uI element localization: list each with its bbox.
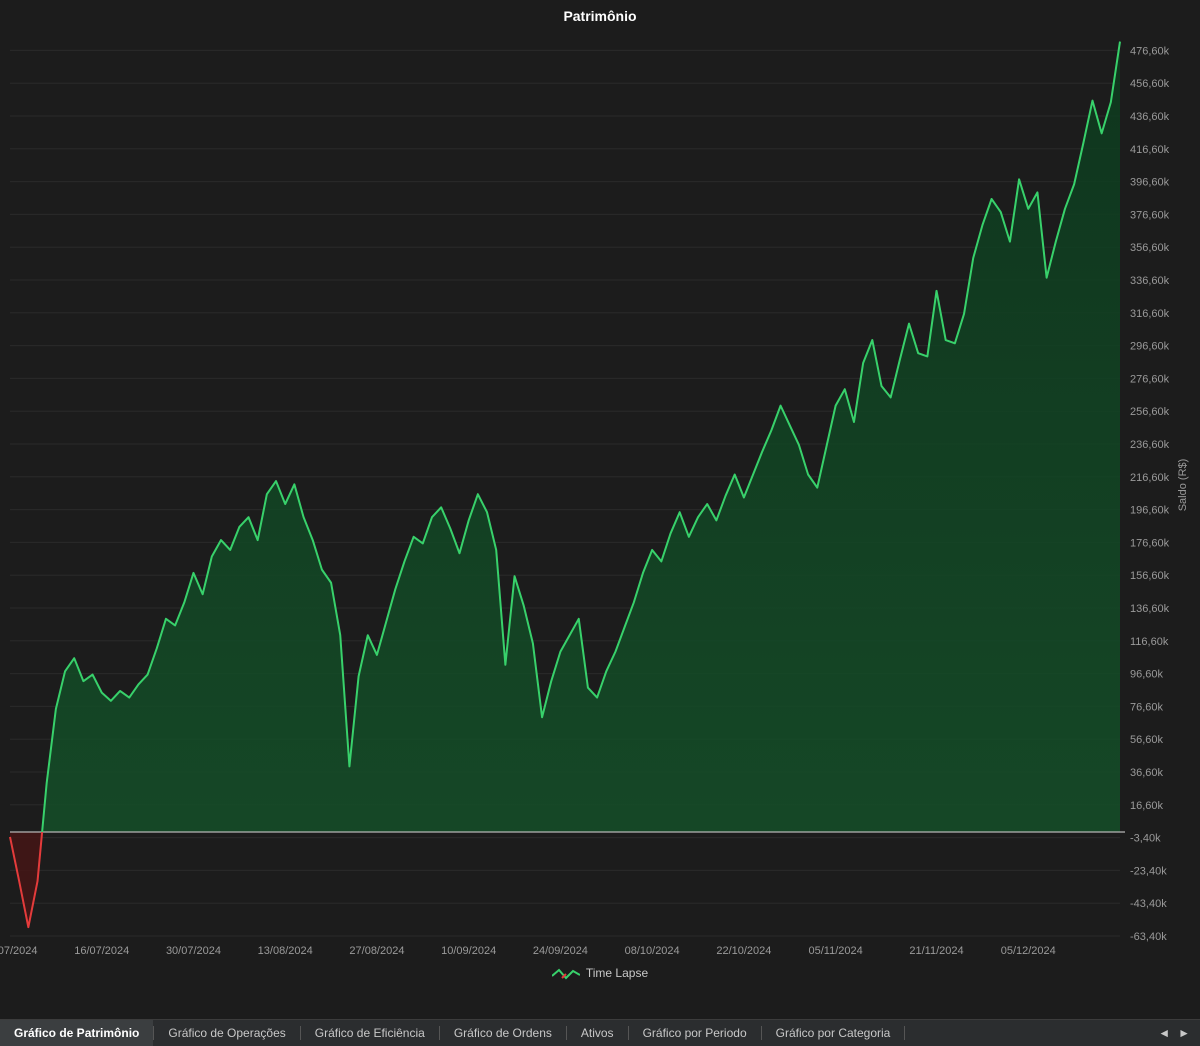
equity-chart: 476,60k 456,60k 436,60k 416,60k 396,60k 376,6… [0, 28, 1200, 998]
svg-text:216,60k: 216,60k [1130, 472, 1170, 484]
svg-text:22/10/2024: 22/10/2024 [716, 945, 771, 957]
svg-text:-43,40k: -43,40k [1130, 898, 1167, 910]
tab-bar: Gráfico de PatrimônioGráfico de Operaçõe… [0, 1019, 1200, 1046]
svg-text:-63,40k: -63,40k [1130, 931, 1167, 943]
svg-text:05/12/2024: 05/12/2024 [1001, 945, 1056, 957]
svg-text:396,60k: 396,60k [1130, 177, 1170, 189]
svg-text:276,60k: 276,60k [1130, 373, 1170, 385]
tab-gr-fico-por-categoria[interactable]: Gráfico por Categoria [762, 1020, 905, 1046]
svg-text:08/10/2024: 08/10/2024 [625, 945, 680, 957]
svg-text:236,60k: 236,60k [1130, 439, 1170, 451]
chart-title: Patrimônio [0, 0, 1200, 28]
svg-text:296,60k: 296,60k [1130, 341, 1170, 353]
svg-text:316,60k: 316,60k [1130, 308, 1170, 320]
svg-text:336,60k: 336,60k [1130, 275, 1170, 287]
svg-text:116,60k: 116,60k [1130, 636, 1169, 648]
tab-gr-fico-de-ordens[interactable]: Gráfico de Ordens [440, 1020, 566, 1046]
svg-text:436,60k: 436,60k [1130, 111, 1170, 123]
svg-text:96,60k: 96,60k [1130, 669, 1164, 681]
svg-text:36,60k: 36,60k [1130, 767, 1164, 779]
svg-text:24/09/2024: 24/09/2024 [533, 945, 588, 957]
svg-text:-3,40k: -3,40k [1130, 833, 1161, 845]
svg-text:136,60k: 136,60k [1130, 603, 1170, 615]
svg-text:Saldo (R$): Saldo (R$) [1177, 459, 1189, 512]
svg-text:176,60k: 176,60k [1130, 537, 1170, 549]
svg-text:16,60k: 16,60k [1130, 800, 1164, 812]
tab-scroll-left-icon[interactable]: ◄ [1154, 1026, 1174, 1040]
tab-separator [904, 1026, 905, 1040]
svg-text:02/07/2024: 02/07/2024 [0, 945, 38, 957]
svg-text:10/09/2024: 10/09/2024 [441, 945, 496, 957]
svg-text:05/11/2024: 05/11/2024 [808, 945, 862, 957]
svg-text:376,60k: 376,60k [1130, 209, 1170, 221]
svg-text:76,60k: 76,60k [1130, 701, 1164, 713]
chart-legend: Time Lapse [0, 966, 1200, 980]
tab-gr-fico-de-efici-ncia[interactable]: Gráfico de Eficiência [301, 1020, 439, 1046]
tab-gr-fico-de-opera-es[interactable]: Gráfico de Operações [154, 1020, 299, 1046]
chart-area: 476,60k 456,60k 436,60k 416,60k 396,60k 376,6… [0, 28, 1200, 998]
legend-label: Time Lapse [586, 966, 648, 980]
svg-text:21/11/2024: 21/11/2024 [909, 945, 963, 957]
svg-text:356,60k: 356,60k [1130, 242, 1170, 254]
svg-text:30/07/2024: 30/07/2024 [166, 945, 221, 957]
svg-text:56,60k: 56,60k [1130, 734, 1164, 746]
svg-text:416,60k: 416,60k [1130, 144, 1170, 156]
svg-text:27/08/2024: 27/08/2024 [349, 945, 404, 957]
tab-ativos[interactable]: Ativos [567, 1020, 628, 1046]
svg-text:476,60k: 476,60k [1130, 45, 1170, 57]
svg-text:-23,40k: -23,40k [1130, 865, 1167, 877]
svg-text:456,60k: 456,60k [1130, 78, 1170, 90]
svg-text:156,60k: 156,60k [1130, 570, 1170, 582]
tab-scroll-right-icon[interactable]: ► [1174, 1026, 1194, 1040]
svg-text:16/07/2024: 16/07/2024 [74, 945, 129, 957]
tab-scroll-controls: ◄► [1148, 1020, 1200, 1046]
tab-gr-fico-por-periodo[interactable]: Gráfico por Periodo [629, 1020, 761, 1046]
svg-text:13/08/2024: 13/08/2024 [258, 945, 313, 957]
svg-text:196,60k: 196,60k [1130, 505, 1170, 517]
tab-gr-fico-de-patrim-nio[interactable]: Gráfico de Patrimônio [0, 1020, 153, 1046]
svg-text:256,60k: 256,60k [1130, 406, 1170, 418]
